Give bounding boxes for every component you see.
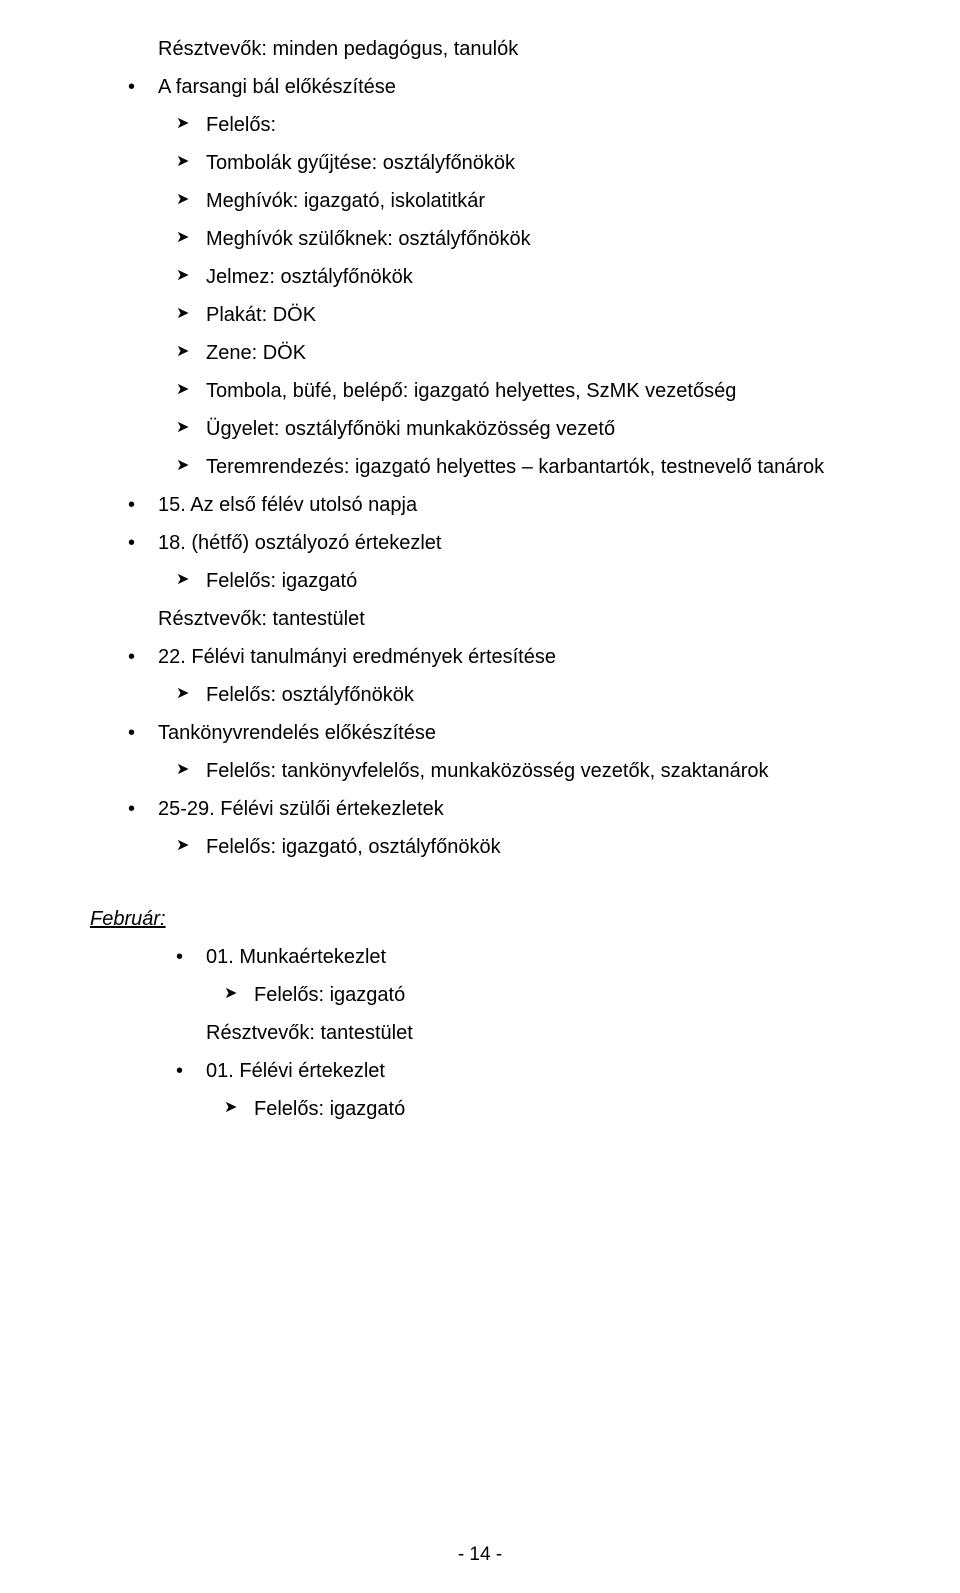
item-18-sub: Felelős: igazgató — [158, 562, 850, 600]
februar-list: 01. Munkaértekezlet Felelős: igazgató Ré… — [158, 938, 850, 1128]
month-heading-februar: Február: — [90, 900, 850, 938]
item-22-sub: Felelős: osztályfőnökök — [158, 676, 850, 714]
item-farsangi-title: A farsangi bál előkészítése — [158, 76, 396, 98]
item-18-after: Résztvevők: tantestület — [158, 600, 850, 638]
feb-item-01b-sublist: Felelős: igazgató — [206, 1090, 850, 1128]
feb-item-01a-after: Résztvevők: tantestület — [206, 1014, 850, 1052]
item-25-29-title: 25-29. Félévi szülői értekezletek — [158, 798, 444, 820]
item-25-29-sublist: Felelős: igazgató, osztályfőnökök — [158, 828, 850, 866]
farsangi-sub: Ügyelet: osztályfőnöki munkaközösség vez… — [158, 410, 850, 448]
item-25-29-sub: Felelős: igazgató, osztályfőnökök — [158, 828, 850, 866]
item-22-title: 22. Félévi tanulmányi eredmények értesít… — [158, 646, 556, 668]
item-18-title: 18. (hétfő) osztályozó értekezlet — [158, 532, 441, 554]
feb-item-01a-sub: Felelős: igazgató — [206, 976, 850, 1014]
farsangi-sub: Meghívók: igazgató, iskolatitkár — [158, 182, 850, 220]
feb-item-01a-sublist: Felelős: igazgató — [206, 976, 850, 1014]
farsangi-sub: Tombolák gyűjtése: osztályfőnökök — [158, 144, 850, 182]
item-tankonyv: Tankönyvrendelés előkészítése Felelős: t… — [110, 714, 850, 790]
item-tankonyv-sublist: Felelős: tankönyvfelelős, munkaközösség … — [158, 752, 850, 790]
item-18: 18. (hétfő) osztályozó értekezlet Felelő… — [110, 524, 850, 638]
feb-item-01a-title: 01. Munkaértekezlet — [206, 946, 386, 968]
item-farsangi: A farsangi bál előkészítése Felelős: Tom… — [110, 68, 850, 486]
farsangi-sub: Plakát: DÖK — [158, 296, 850, 334]
farsangi-sub: Meghívók szülőknek: osztályfőnökök — [158, 220, 850, 258]
item-18-sublist: Felelős: igazgató — [158, 562, 850, 600]
farsangi-sublist: Felelős: Tombolák gyűjtése: osztályfőnök… — [158, 106, 850, 486]
farsangi-sub: Tombola, büfé, belépő: igazgató helyette… — [158, 372, 850, 410]
item-15: 15. Az első félév utolsó napja — [110, 486, 850, 524]
farsangi-sub: Zene: DÖK — [158, 334, 850, 372]
feb-item-01b: 01. Félévi értekezlet Felelős: igazgató — [158, 1052, 850, 1128]
main-list: A farsangi bál előkészítése Felelős: Tom… — [110, 68, 850, 866]
farsangi-sub: Felelős: — [158, 106, 850, 144]
farsangi-sub: Jelmez: osztályfőnökök — [158, 258, 850, 296]
feb-item-01a: 01. Munkaértekezlet Felelős: igazgató Ré… — [158, 938, 850, 1052]
page: Résztvevők: minden pedagógus, tanulók A … — [0, 0, 960, 1593]
item-15-text: 15. Az első félév utolsó napja — [158, 494, 417, 516]
feb-item-01b-title: 01. Félévi értekezlet — [206, 1060, 385, 1082]
farsangi-sub: Teremrendezés: igazgató helyettes – karb… — [158, 448, 850, 486]
top-line: Résztvevők: minden pedagógus, tanulók — [110, 30, 850, 68]
page-number: - 14 - — [458, 1537, 502, 1573]
item-25-29: 25-29. Félévi szülői értekezletek Felelő… — [110, 790, 850, 866]
item-22-sublist: Felelős: osztályfőnökök — [158, 676, 850, 714]
item-tankonyv-sub: Felelős: tankönyvfelelős, munkaközösség … — [158, 752, 850, 790]
item-tankonyv-title: Tankönyvrendelés előkészítése — [158, 722, 436, 744]
feb-item-01b-sub: Felelős: igazgató — [206, 1090, 850, 1128]
item-22: 22. Félévi tanulmányi eredmények értesít… — [110, 638, 850, 714]
